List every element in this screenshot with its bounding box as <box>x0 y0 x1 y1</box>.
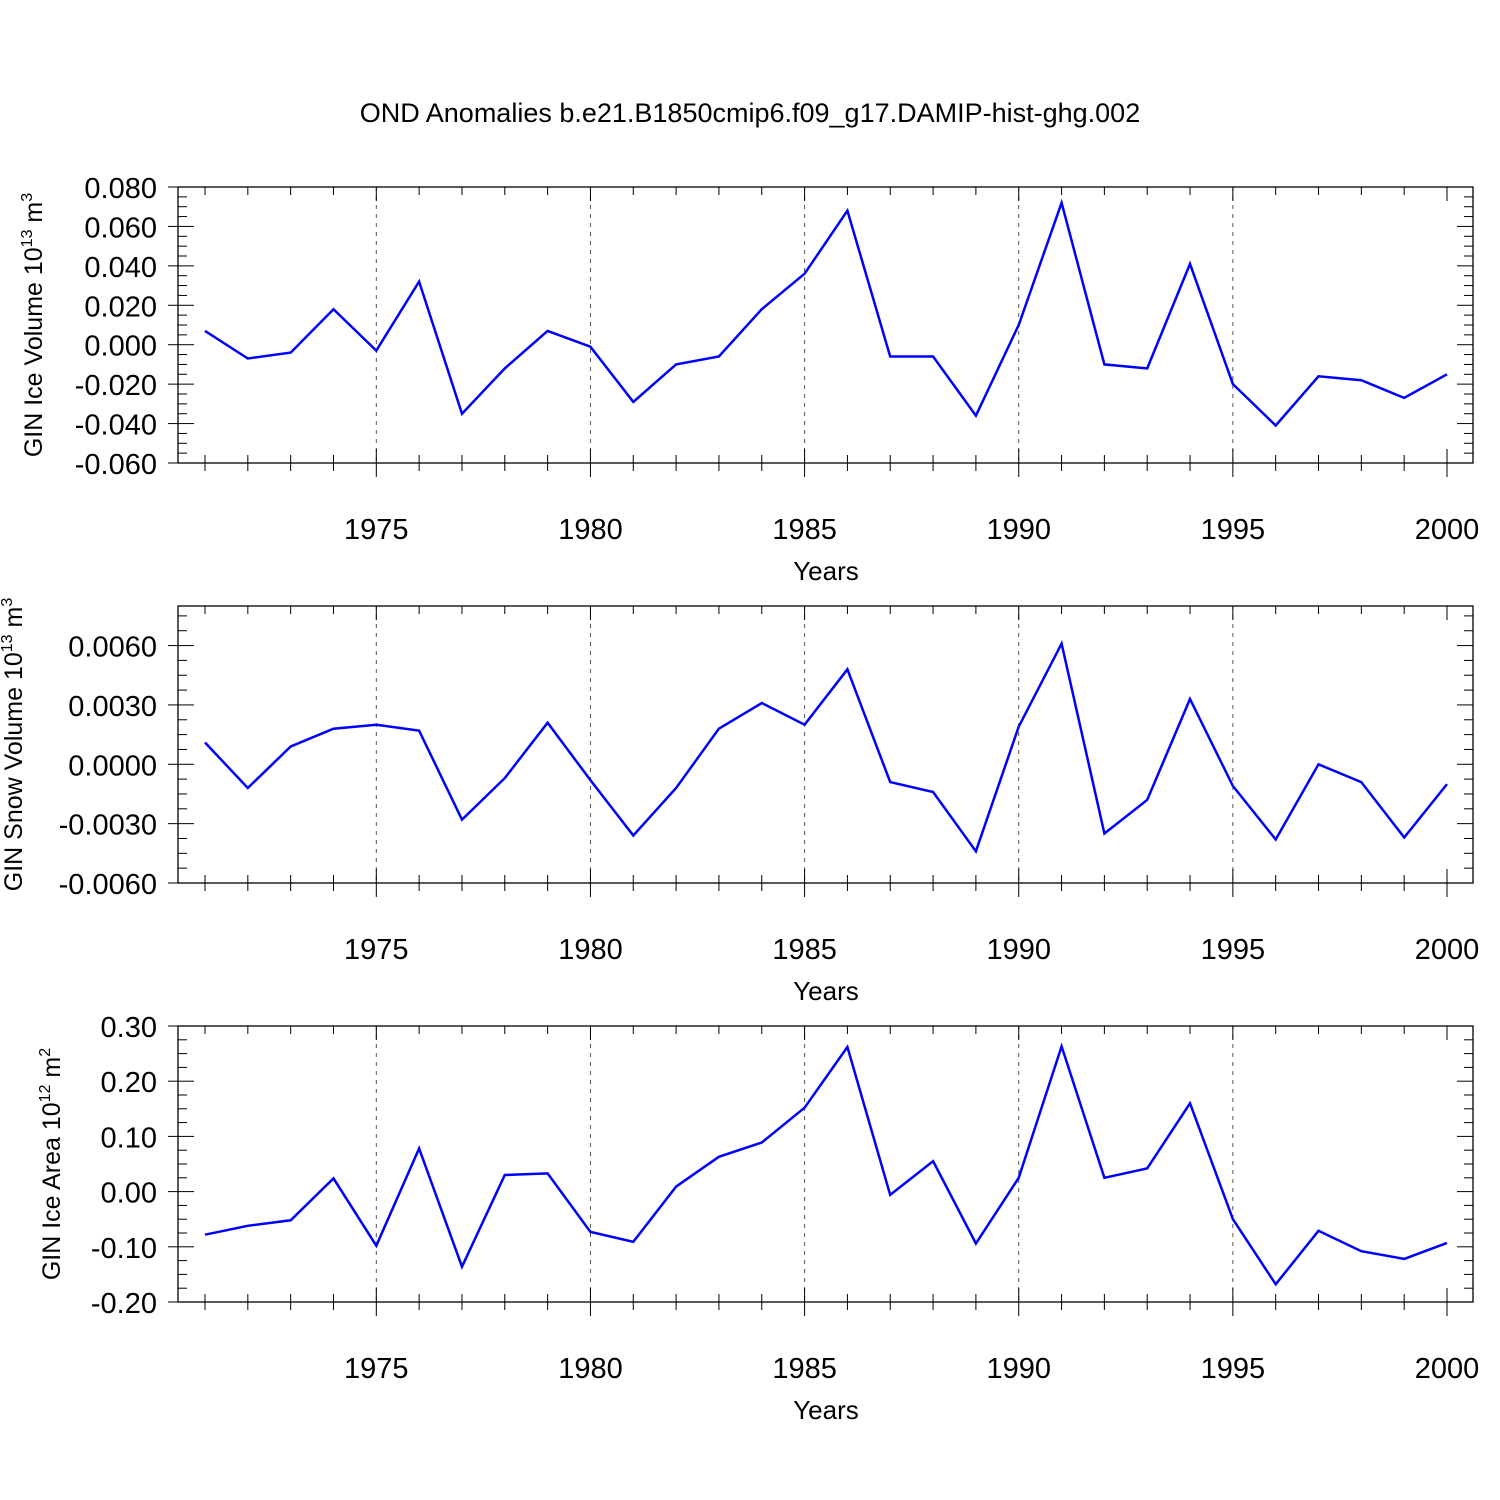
y-axis-title-unit-exponent: 2 <box>37 1048 54 1057</box>
x-tick-label: 1980 <box>558 1353 623 1385</box>
y-tick-label: -0.060 <box>75 449 157 481</box>
y-tick-label: 0.10 <box>101 1122 157 1154</box>
y-axis-title-unit: m <box>0 607 28 635</box>
y-tick-label: 0.0060 <box>68 632 157 664</box>
x-tick-label: 1995 <box>1201 934 1266 966</box>
x-axis-title: Years <box>793 1395 859 1425</box>
y-tick-label: -0.0030 <box>59 810 157 842</box>
x-tick-label: 1995 <box>1201 514 1266 546</box>
y-tick-label: 0.20 <box>101 1067 157 1099</box>
y-axis-title-text: GIN Snow Volume 10 <box>0 652 28 891</box>
y-axis-title-unit-exponent: 3 <box>0 598 16 607</box>
y-tick-label: 0.000 <box>84 331 157 363</box>
chart-title: OND Anomalies b.e21.B1850cmip6.f09_g17.D… <box>359 98 1141 128</box>
x-tick-label: 1985 <box>772 1353 837 1385</box>
y-tick-label: 0.30 <box>101 1012 157 1044</box>
y-tick-label: -0.040 <box>75 410 157 442</box>
x-axis-title: Years <box>793 976 859 1006</box>
y-tick-label: 0.020 <box>84 291 157 323</box>
y-axis-title-unit: m <box>20 202 48 230</box>
y-axis-title: GIN Ice Area 1012 m2 <box>37 1048 66 1280</box>
y-axis-title-exponent: 13 <box>0 634 16 652</box>
y-tick-label: -0.020 <box>75 370 157 402</box>
x-tick-label: 1995 <box>1201 1353 1266 1385</box>
y-axis-title-text: GIN Ice Area 10 <box>38 1102 66 1280</box>
x-tick-label: 1975 <box>344 1353 409 1385</box>
y-tick-label: 0.040 <box>84 252 157 284</box>
y-axis-title-unit: m <box>38 1057 66 1085</box>
x-tick-label: 1975 <box>344 514 409 546</box>
x-tick-label: 2000 <box>1415 1353 1480 1385</box>
y-tick-label: 0.080 <box>84 173 157 205</box>
series-line <box>204 639 1448 854</box>
y-tick-label: 0.00 <box>101 1178 157 1210</box>
x-tick-label: 1990 <box>986 514 1051 546</box>
x-tick-label: 1980 <box>558 514 623 546</box>
y-axis-title-exponent: 12 <box>37 1084 54 1102</box>
x-axis-title: Years <box>793 556 859 586</box>
x-tick-label: 2000 <box>1415 514 1480 546</box>
y-axis-title: GIN Snow Volume 1013 m3 <box>0 598 28 892</box>
x-tick-label: 1980 <box>558 934 623 966</box>
plot-frame <box>177 1025 1474 1303</box>
y-tick-label: -0.20 <box>91 1288 157 1320</box>
y-axis-title-exponent: 13 <box>19 229 36 247</box>
y-tick-label: 0.060 <box>84 212 157 244</box>
y-tick-label: 0.0000 <box>68 750 157 782</box>
x-tick-label: 2000 <box>1415 934 1480 966</box>
x-tick-label: 1975 <box>344 934 409 966</box>
series-line <box>204 198 1448 428</box>
x-tick-label: 1985 <box>772 514 837 546</box>
y-tick-label: -0.10 <box>91 1233 157 1265</box>
x-tick-label: 1990 <box>986 1353 1051 1385</box>
y-axis-title: GIN Ice Volume 1013 m3 <box>19 193 48 457</box>
x-tick-label: 1990 <box>986 934 1051 966</box>
y-tick-label: -0.0060 <box>59 869 157 901</box>
y-axis-title-text: GIN Ice Volume 10 <box>20 247 48 457</box>
y-tick-label: 0.0030 <box>68 691 157 723</box>
series-line <box>204 1042 1448 1287</box>
plot-frame <box>177 605 1474 884</box>
x-tick-label: 1985 <box>772 934 837 966</box>
y-axis-title-unit-exponent: 3 <box>19 193 36 202</box>
